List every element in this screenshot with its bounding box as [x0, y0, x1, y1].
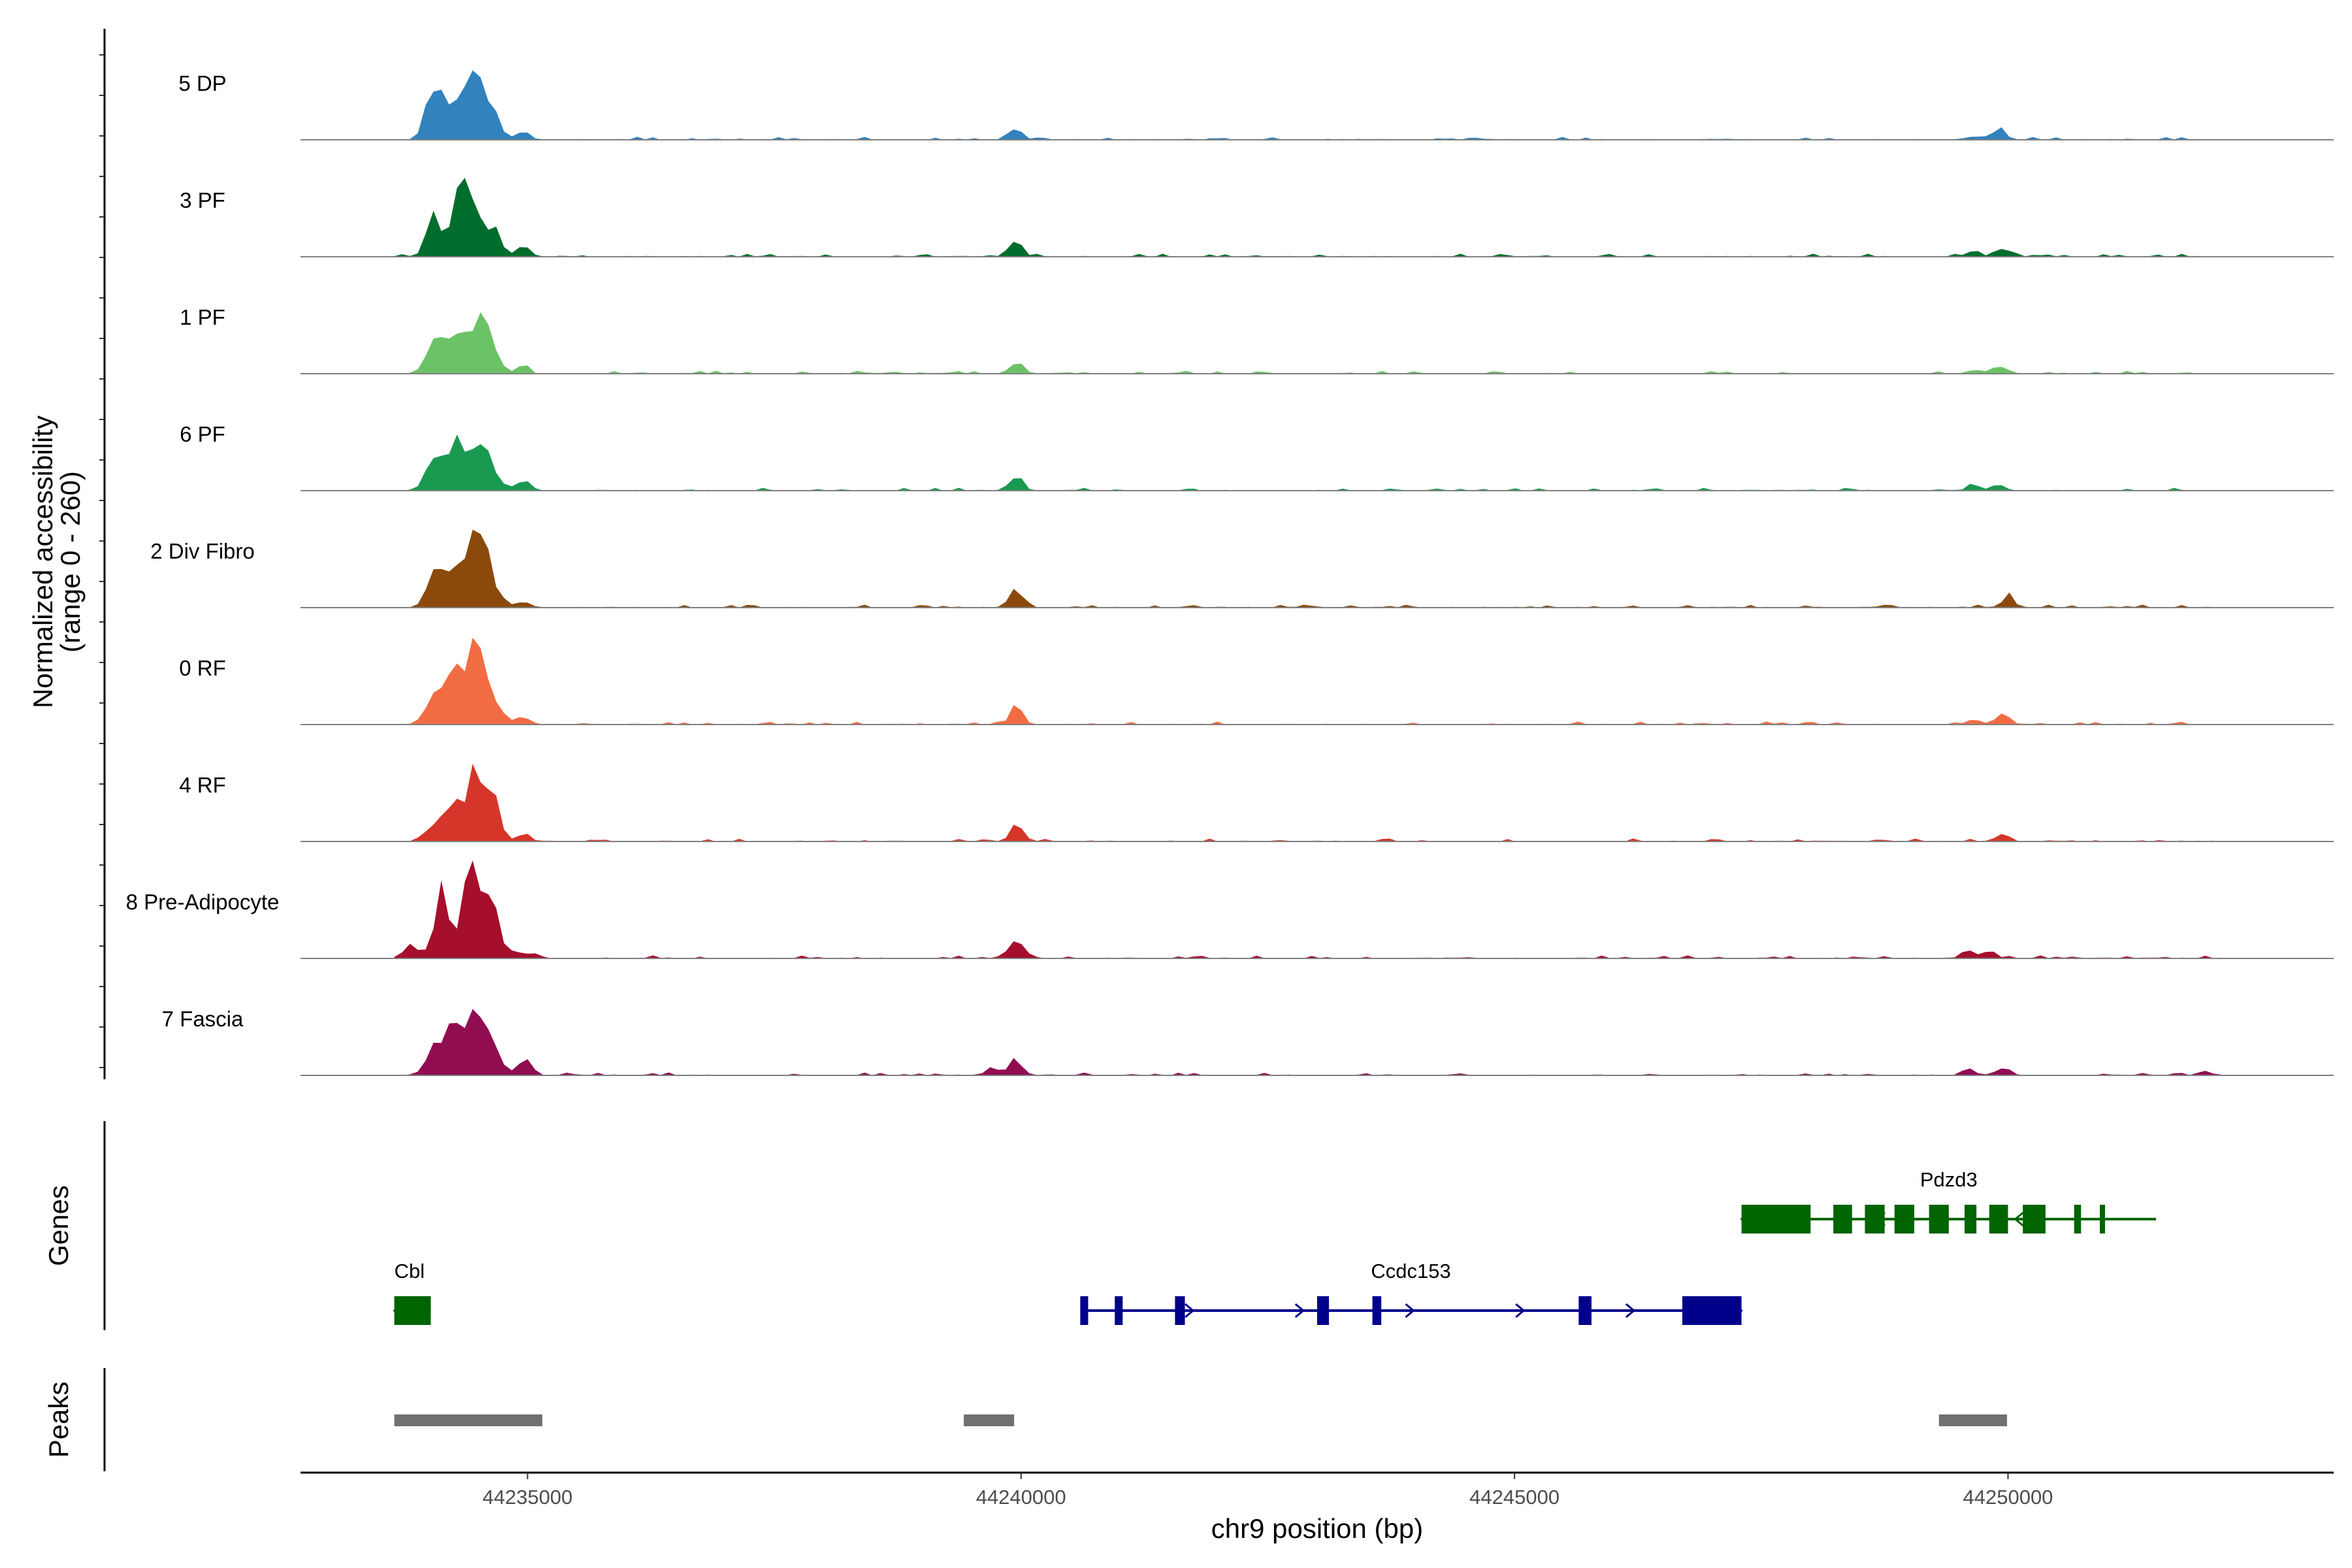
- track-label: 5 DP: [178, 71, 226, 95]
- track-2-div-fibro: 2 Div Fibro: [150, 529, 2334, 608]
- y-axis-range-group: (range 0 - 260): [55, 471, 86, 653]
- x-tick-label: 44250000: [1963, 1486, 2053, 1509]
- x-axis-ticks: 44235000 44240000 44245000 44250000: [482, 1473, 2053, 1509]
- gene-exon: [1833, 1205, 1852, 1233]
- track-label: 2 Div Fibro: [150, 539, 255, 563]
- x-tick-label: 44245000: [1469, 1486, 1560, 1509]
- gene-cbl: Cbl: [393, 1260, 431, 1325]
- peak-region: [1938, 1414, 2007, 1426]
- track-label: 7 Fascia: [162, 1007, 244, 1031]
- gene-exon: [1115, 1296, 1123, 1325]
- gene-strand-arrow: [1184, 1303, 1195, 1318]
- gene-strand-arrow: [1625, 1303, 1636, 1318]
- track-label: 4 RF: [179, 773, 226, 797]
- gene-track: Cbl Ccdc153 Pdzd3: [393, 1168, 2157, 1325]
- track-3-pf: 3 PF: [180, 178, 2334, 257]
- gene-pdzd3: Pdzd3: [1740, 1168, 2157, 1233]
- track-4-rf: 4 RF: [179, 764, 2334, 842]
- gene-exon: [1865, 1205, 1885, 1233]
- track-label: 8 Pre-Adipocyte: [126, 890, 280, 914]
- track-label: 0 RF: [179, 656, 226, 680]
- gene-exon: [1682, 1296, 1742, 1325]
- track-label: 6 PF: [180, 422, 225, 446]
- gene-exon: [1080, 1296, 1088, 1325]
- gene-exon: [2023, 1205, 2046, 1233]
- genes-panel-title: Genes: [43, 1185, 74, 1266]
- gene-label: Ccdc153: [1371, 1260, 1450, 1282]
- track-5-dp: 5 DP: [178, 70, 2334, 140]
- gene-exon: [2074, 1205, 2082, 1233]
- gene-strand-arrow: [1405, 1303, 1415, 1318]
- x-tick-label: 44240000: [976, 1486, 1066, 1509]
- gene-exon: [2099, 1205, 2105, 1233]
- gene-exon: [1317, 1296, 1330, 1325]
- track-1-pf: 1 PF: [180, 305, 2334, 374]
- coverage-tracks: 5 DP 3 PF 1 PF 6 PF 2 Div Fibro 0 RF 4 RF 8 Pre…: [126, 70, 2334, 1076]
- gene-strand-arrow: [1515, 1303, 1526, 1318]
- gene-exon: [1929, 1205, 1949, 1233]
- gene-exon: [1741, 1205, 1811, 1233]
- x-axis-title: chr9 position (bp): [1211, 1513, 1424, 1544]
- peak-region: [964, 1414, 1015, 1426]
- track-0-rf: 0 RF: [179, 638, 2334, 725]
- gene-exon: [1989, 1205, 2008, 1233]
- genes-title-group: Genes: [43, 1185, 74, 1266]
- gene-strand-arrow: [2014, 1211, 2024, 1227]
- gene-exon: [1578, 1296, 1592, 1325]
- gene-exon: [1175, 1296, 1185, 1325]
- peak-region: [394, 1414, 543, 1426]
- peak-track: [394, 1414, 2007, 1426]
- x-tick-label: 44235000: [482, 1486, 572, 1509]
- gene-exon: [394, 1296, 431, 1325]
- y-axis-title-group: Normalized accessibility: [27, 416, 58, 708]
- track-8-pre-adipocyte: 8 Pre-Adipocyte: [126, 860, 2334, 959]
- y-axis-title: Normalized accessibility: [27, 416, 58, 708]
- peaks-title-group: Peaks: [43, 1382, 74, 1458]
- gene-exon: [1894, 1205, 1914, 1233]
- track-label: 1 PF: [180, 305, 225, 329]
- gene-exon: [1372, 1296, 1382, 1325]
- coverage-y-ticks: [99, 54, 105, 1068]
- y-axis-range: (range 0 - 260): [55, 471, 86, 653]
- peaks-panel-title: Peaks: [43, 1382, 74, 1458]
- gene-strand-arrow: [1294, 1303, 1305, 1318]
- track-6-pf: 6 PF: [180, 422, 2334, 491]
- gene-exon: [1965, 1205, 1977, 1233]
- gene-label: Pdzd3: [1920, 1168, 1978, 1191]
- gene-ccdc153: Ccdc153: [1080, 1260, 1743, 1325]
- track-label: 3 PF: [180, 188, 225, 212]
- gene-label: Cbl: [395, 1260, 425, 1282]
- track-7-fascia: 7 Fascia: [162, 1007, 2334, 1076]
